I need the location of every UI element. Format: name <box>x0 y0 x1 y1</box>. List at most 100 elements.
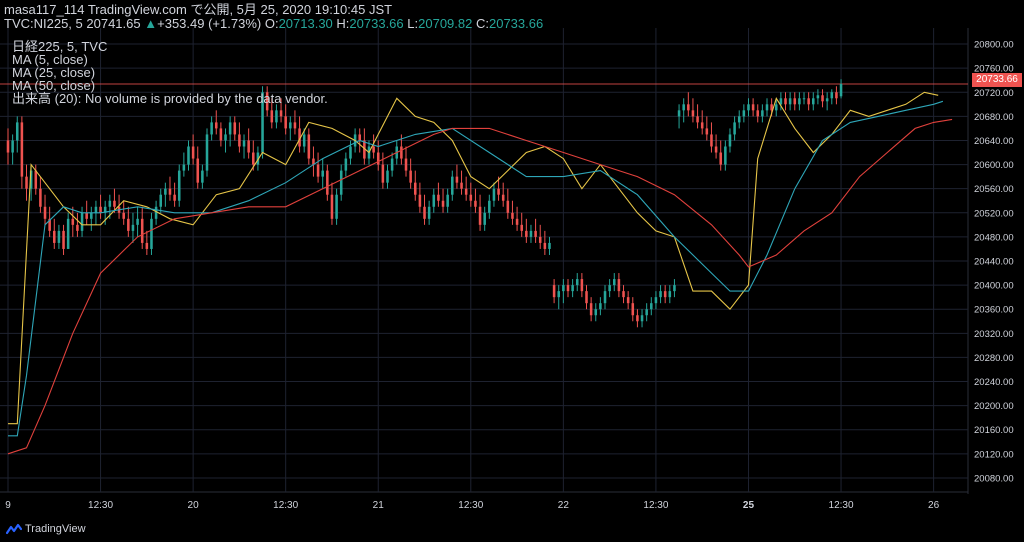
candle-body <box>562 285 565 292</box>
y-tick-label: 20520.00 <box>974 208 1014 219</box>
candle-body <box>99 206 102 213</box>
candle-body <box>645 309 648 316</box>
candle-body <box>612 279 616 286</box>
candle-body <box>520 224 523 231</box>
candle-body <box>469 194 473 201</box>
open-value: 20713.30 <box>278 16 333 31</box>
candle-body <box>663 291 667 298</box>
candle-body <box>80 212 84 231</box>
candle-body <box>321 170 324 177</box>
candle-body <box>57 230 61 243</box>
candle-body <box>103 206 107 213</box>
candle-body <box>728 134 732 147</box>
candle-body <box>409 170 412 183</box>
y-tick-label: 20720.00 <box>974 88 1014 99</box>
publish-line: masa117_114 TradingView.com で公開, 5月 25, … <box>4 2 393 17</box>
x-tick-label: 26 <box>928 500 940 511</box>
candle-body <box>765 104 769 111</box>
candle-body <box>534 230 537 237</box>
candle-body <box>43 206 47 219</box>
y-tick-label: 20240.00 <box>974 377 1014 388</box>
candle-body <box>719 152 722 165</box>
candle-body <box>312 158 315 165</box>
candle-body <box>599 303 602 310</box>
candle-body <box>214 122 218 129</box>
candle-body <box>140 218 144 243</box>
candle-body <box>196 158 200 183</box>
candle-body <box>400 146 403 159</box>
y-tick-label: 20120.00 <box>974 449 1014 460</box>
candle-body <box>733 122 736 135</box>
candle-body <box>830 92 834 99</box>
candle-body <box>585 291 588 304</box>
y-tick-label: 20320.00 <box>974 329 1014 340</box>
candle-body <box>238 134 241 147</box>
candle-body <box>293 122 297 129</box>
legend-symbol[interactable]: 日経225, 5, TVC <box>12 39 108 54</box>
candle-body <box>122 212 125 219</box>
candle-body <box>543 242 547 249</box>
y-tick-label: 20480.00 <box>974 232 1014 243</box>
candle-body <box>404 158 408 171</box>
candle-body <box>48 218 51 231</box>
candle-body <box>307 134 311 159</box>
candle-body <box>798 98 801 105</box>
candle-body <box>506 200 510 213</box>
candle-body <box>256 152 260 165</box>
x-tick-label: 9 <box>5 500 11 511</box>
candle-body <box>608 285 611 292</box>
legend-volume[interactable]: 出来高 (20): No volume is provided by the d… <box>12 91 328 106</box>
candle-body <box>94 206 98 213</box>
candle-body <box>330 194 334 219</box>
candle-body <box>344 158 348 171</box>
candle-body <box>427 206 431 219</box>
close-label: C: <box>475 16 489 31</box>
candle-body <box>76 224 79 231</box>
candle-body <box>164 188 167 195</box>
candle-body <box>386 170 389 183</box>
candle-body <box>219 128 223 141</box>
candle-body <box>335 194 338 219</box>
candle-body <box>247 140 250 153</box>
candle-body <box>511 212 514 219</box>
candle-body <box>275 110 278 123</box>
candle-body <box>552 285 556 298</box>
candle-body <box>90 212 93 219</box>
candle-body <box>742 110 746 117</box>
candle-body <box>284 116 287 129</box>
legend-ma5[interactable]: MA (5, close) <box>12 52 88 67</box>
candle-body <box>441 200 445 207</box>
y-tick-label: 20560.00 <box>974 184 1014 195</box>
candle-body <box>127 218 130 231</box>
candle-body <box>788 98 792 105</box>
candle-body <box>515 218 519 225</box>
candle-body <box>821 95 824 102</box>
legend-ma50[interactable]: MA (50, close) <box>12 78 96 93</box>
tradingview-brand[interactable]: TradingView <box>6 519 86 539</box>
candle-body <box>696 116 699 123</box>
candle-body <box>756 110 760 117</box>
candle-body <box>622 291 625 298</box>
candle-body <box>751 104 755 111</box>
candle-body <box>15 122 19 141</box>
candle-body <box>205 134 209 171</box>
y-tick-label: 20440.00 <box>974 257 1014 268</box>
x-tick-label: 12:30 <box>273 500 298 511</box>
candle-body <box>423 206 426 219</box>
candle-body <box>812 98 815 105</box>
candle-body <box>53 230 56 243</box>
candle-body <box>529 230 533 237</box>
candle-body <box>339 170 343 195</box>
candle-body <box>835 92 838 99</box>
candle-body <box>71 218 75 225</box>
candle-body <box>557 291 561 298</box>
candle-body <box>145 242 149 249</box>
candle-body <box>154 206 158 219</box>
symbol-prefix: TVC:NI225, 5 <box>4 16 83 31</box>
candle-body <box>210 122 213 135</box>
candle-body <box>705 128 709 135</box>
last-price-tag: 20733.66 <box>972 73 1022 87</box>
legend-ma25[interactable]: MA (25, close) <box>12 65 96 80</box>
